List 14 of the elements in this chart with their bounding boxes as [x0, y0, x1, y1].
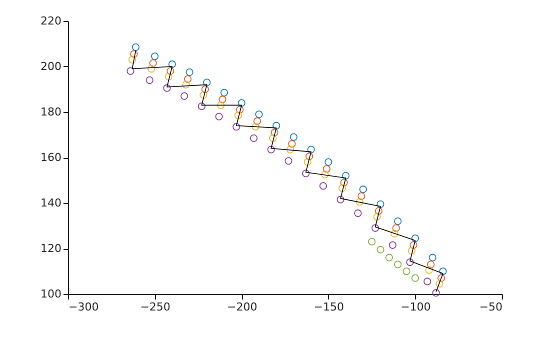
y-tick-label: 180	[40, 106, 62, 118]
y-tick-label: 140	[40, 196, 62, 210]
y-tick-label: 200	[40, 60, 62, 73]
x-tick-label: −50	[479, 300, 502, 314]
x-tick-label: −150	[314, 300, 344, 314]
x-tick-label: −100	[400, 300, 431, 314]
y-tick-label: 220	[40, 14, 62, 28]
x-tick-label: −200	[226, 300, 258, 314]
y-tick-label: 120	[40, 242, 62, 255]
y-tick-label: 100	[40, 288, 62, 300]
x-tick-label: −300	[68, 300, 99, 314]
x-tick-label: −250	[140, 300, 170, 314]
y-tick-label: 160	[40, 151, 62, 164]
line-series	[132, 50, 444, 292]
